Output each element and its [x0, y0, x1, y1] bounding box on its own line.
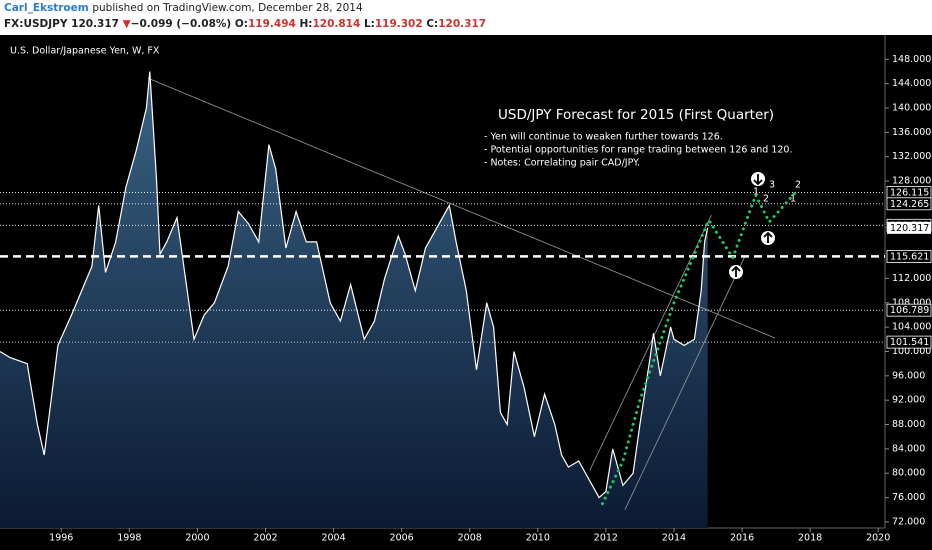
- level-box: [886, 250, 932, 263]
- c-label: C:: [426, 18, 439, 30]
- low: 119.302: [374, 18, 423, 30]
- y-tick-label: 84.000: [892, 443, 925, 454]
- note: - Potential opportunities for range trad…: [484, 145, 792, 156]
- x-tick-label: 2006: [390, 533, 414, 544]
- trendline: [589, 215, 712, 471]
- level-box: [886, 335, 932, 349]
- level-box: [886, 303, 932, 317]
- published: published on TradingView.com, December 2…: [92, 2, 363, 14]
- level-box: [886, 197, 932, 211]
- x-tick-label: 2012: [594, 533, 618, 544]
- x-tick-label: 2014: [662, 533, 686, 544]
- l-label: L:: [363, 18, 375, 30]
- y-tick-label: 108.000: [892, 297, 931, 308]
- x-tick-label: 2020: [866, 533, 890, 544]
- y-tick-label: 80.000: [892, 468, 925, 479]
- projection-line: [601, 220, 710, 506]
- header-line: FX:USDJPY 120.317 ▼−0.099 (−0.08%) O:119…: [4, 16, 486, 32]
- header-line: Carl_Ekstroem published on TradingView.c…: [4, 0, 486, 16]
- open: 119.494: [247, 18, 296, 30]
- level-label: 101.541: [890, 337, 929, 348]
- x-tick-label: 2002: [253, 533, 277, 544]
- h-label: H:: [299, 18, 313, 30]
- trendline: [624, 255, 746, 510]
- x-tick-label: 1998: [117, 533, 141, 544]
- y-tick-label: 100.000: [892, 346, 931, 357]
- level-label: 106.789: [890, 305, 929, 316]
- y-tick-label: 104.000: [892, 322, 931, 333]
- chart-title: U.S. Dollar/Japanese Yen, W, FX: [10, 46, 160, 57]
- high: 120.814: [312, 18, 361, 30]
- close: 120.317: [438, 18, 487, 30]
- y-tick-label: 92.000: [892, 395, 925, 406]
- arrow: ▼: [122, 18, 131, 30]
- note: - Yen will continue to weaken further to…: [484, 132, 723, 143]
- y-tick-label: 96.000: [892, 370, 925, 381]
- current-box: [887, 221, 931, 234]
- wave-label: 2: [763, 194, 769, 205]
- y-tick-label: 76.000: [892, 492, 925, 503]
- o-label: O:: [234, 18, 248, 30]
- y-tick-label: 140.000: [892, 103, 931, 114]
- x-tick-label: 2004: [321, 533, 345, 544]
- forecast-line: [708, 191, 797, 262]
- annotation-title: USD/JPY Forecast for 2015 (First Quarter…: [498, 107, 774, 123]
- x-tick-label: 1996: [49, 533, 73, 544]
- x-tick-label: 2008: [458, 533, 482, 544]
- wave-label: 1: [753, 187, 759, 198]
- x-tick-label: 2016: [730, 533, 754, 544]
- y-tick-label: 72.000: [892, 516, 925, 527]
- symbol: FX:USDJPY: [4, 18, 68, 30]
- y-tick-label: 144.000: [892, 78, 931, 89]
- current-label: 120.317: [890, 223, 929, 234]
- arrow-icons: [729, 172, 775, 279]
- level-label: 124.265: [890, 199, 929, 210]
- author[interactable]: Carl_Ekstroem: [4, 2, 89, 14]
- up-arrow-icon: [731, 265, 741, 277]
- y-tick-label: 136.000: [892, 127, 931, 138]
- trendline: [147, 77, 776, 339]
- change: −0.099 (−0.08%): [130, 18, 232, 30]
- y-tick-label: 112.000: [892, 273, 931, 284]
- wave-label: 3: [769, 180, 775, 191]
- header: Carl_Ekstroem published on TradingView.c…: [4, 0, 486, 32]
- level-label: 115.621: [890, 251, 929, 262]
- price-line: [0, 71, 709, 499]
- x-tick-label: 2018: [798, 533, 822, 544]
- x-tick-label: 2010: [526, 533, 550, 544]
- last: 120.317: [71, 18, 119, 30]
- wave-label: 1: [790, 194, 796, 205]
- y-tick-label: 132.000: [892, 151, 931, 162]
- down-arrow-icon: [753, 174, 763, 186]
- y-tick-label: 148.000: [892, 54, 931, 65]
- note: - Notes: Correlating pair CAD/JPY.: [484, 158, 640, 169]
- x-tick-label: 2000: [185, 533, 209, 544]
- up-arrow-icon: [763, 231, 773, 243]
- wave-label: 2: [795, 180, 801, 191]
- y-tick-label: 128.000: [892, 176, 931, 187]
- y-tick-label: 88.000: [892, 419, 925, 430]
- level-label: 126.115: [890, 188, 929, 199]
